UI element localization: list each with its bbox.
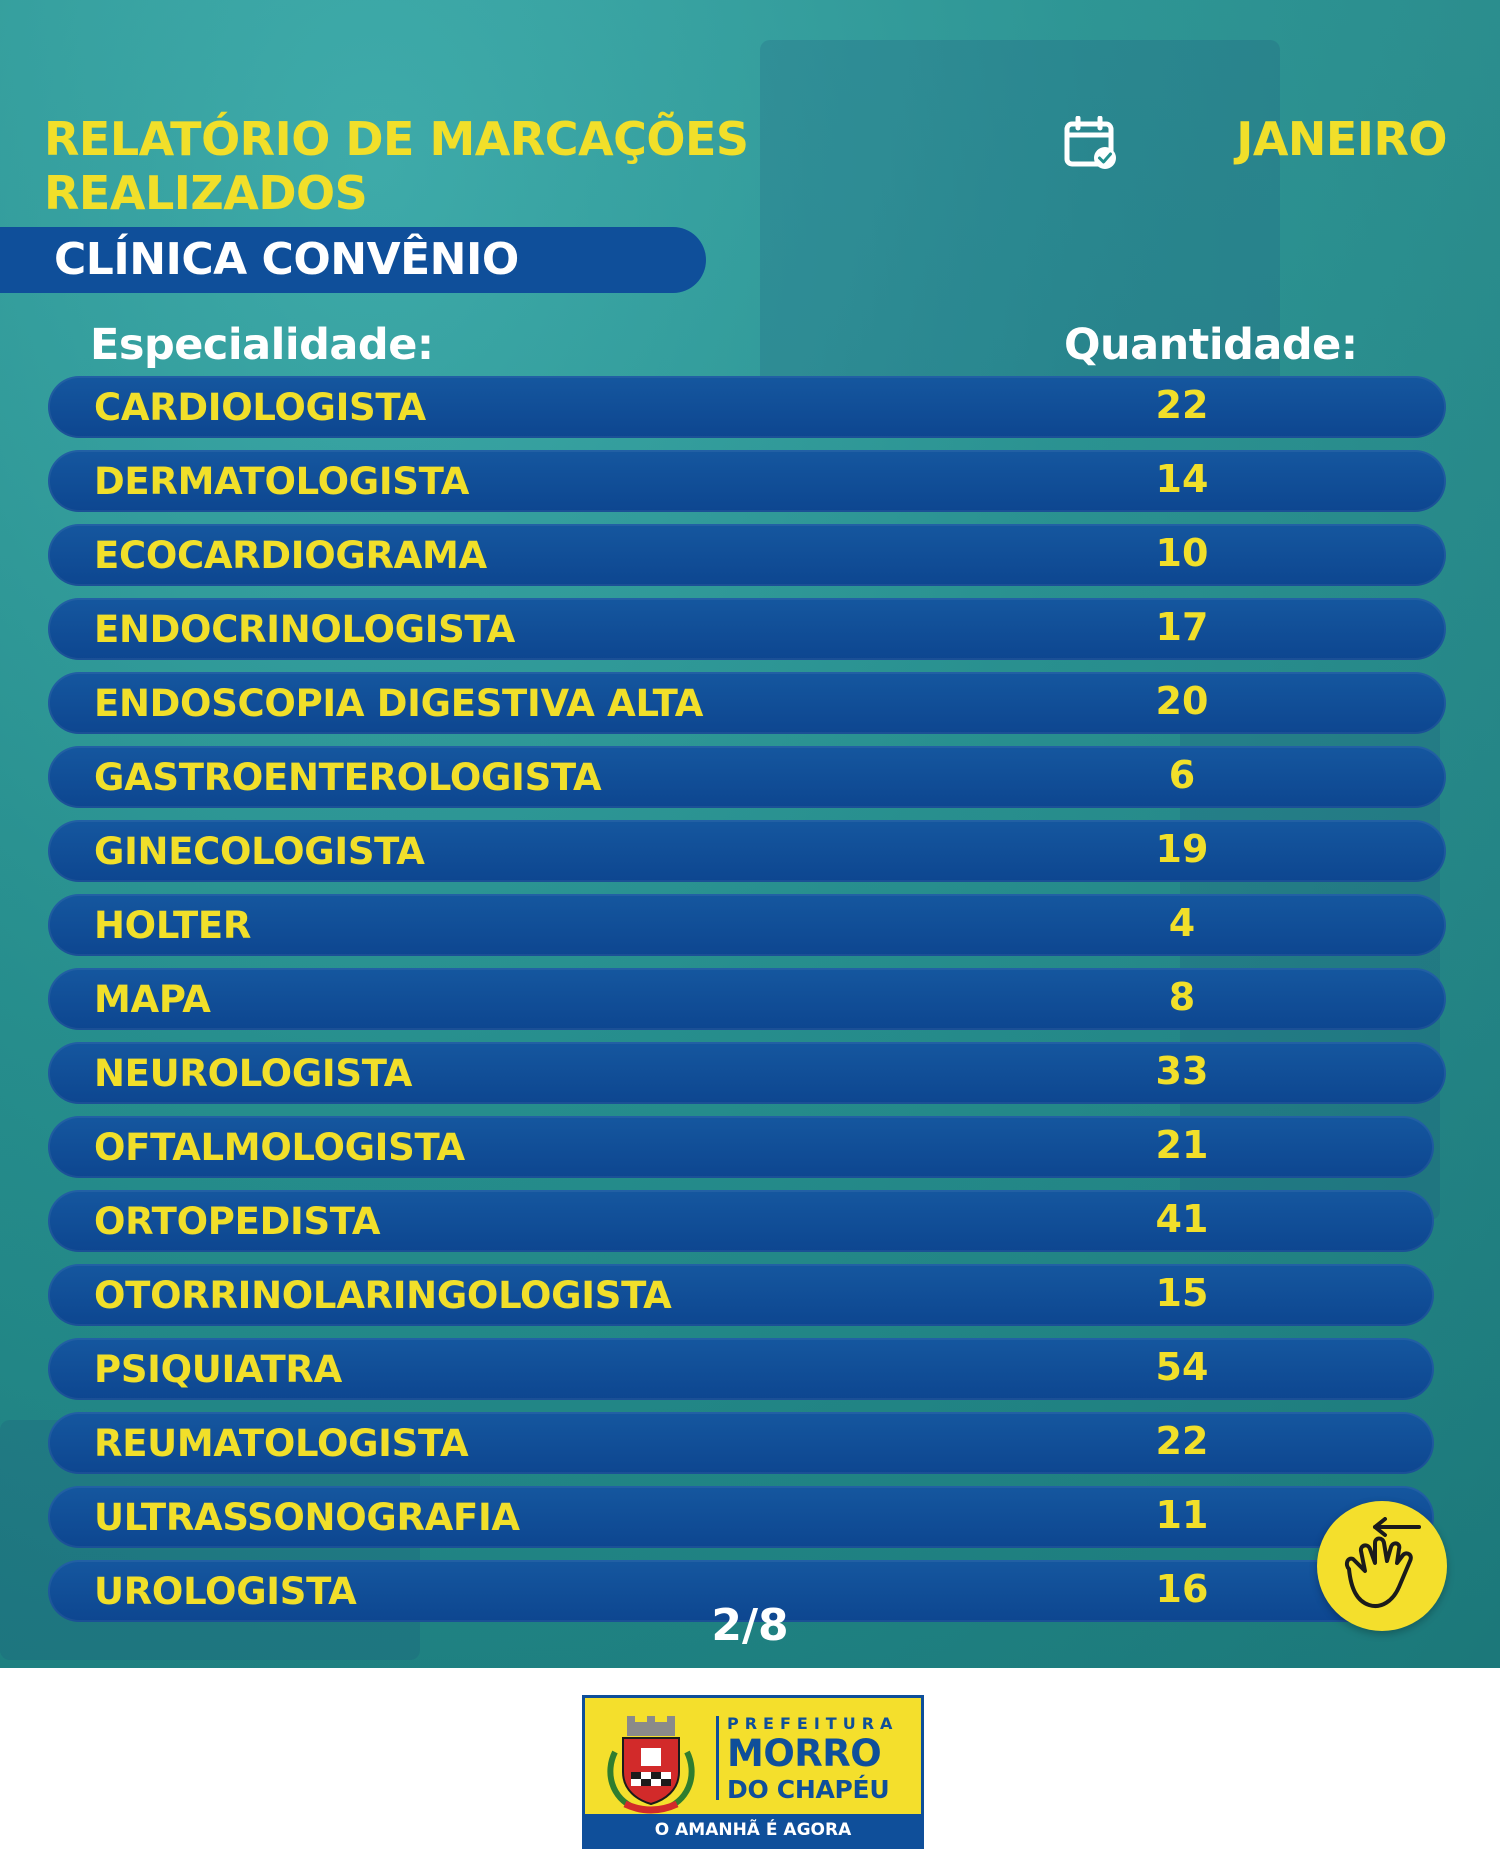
column-header-specialty: Especialidade: bbox=[90, 320, 434, 370]
specialty-quantity: 11 bbox=[1155, 1493, 1209, 1537]
specialty-name: UROLOGISTA bbox=[94, 1570, 357, 1613]
table-row: GINECOLOGISTA 19 bbox=[48, 820, 1446, 882]
logo-city-line2: DO CHAPÉU bbox=[727, 1775, 890, 1804]
specialty-name: GASTROENTEROLOGISTA bbox=[94, 756, 602, 799]
section-label: CLÍNICA CONVÊNIO bbox=[54, 234, 519, 285]
specialty-quantity: 33 bbox=[1155, 1049, 1209, 1093]
specialty-table: CARDIOLOGISTA 22 DERMATOLOGISTA 14 ECOCARDIO… bbox=[48, 376, 1446, 1622]
table-row: ULTRASSONOGRAFIA 11 bbox=[48, 1486, 1434, 1548]
specialty-quantity: 22 bbox=[1155, 1419, 1209, 1463]
specialty-quantity: 20 bbox=[1155, 679, 1209, 723]
municipal-crest-icon bbox=[607, 1716, 695, 1814]
logo-prefeitura: PREFEITURA bbox=[727, 1714, 899, 1733]
table-row: GASTROENTEROLOGISTA 6 bbox=[48, 746, 1446, 808]
specialty-name: CARDIOLOGISTA bbox=[94, 386, 426, 429]
page-indicator: 2/8 bbox=[711, 1600, 789, 1651]
specialty-name: OTORRINOLARINGOLOGISTA bbox=[94, 1274, 672, 1317]
specialty-quantity: 54 bbox=[1155, 1345, 1209, 1389]
table-row: REUMATOLOGISTA 22 bbox=[48, 1412, 1434, 1474]
specialty-name: NEUROLOGISTA bbox=[94, 1052, 413, 1095]
specialty-name: ULTRASSONOGRAFIA bbox=[94, 1496, 520, 1539]
specialty-quantity: 41 bbox=[1155, 1197, 1209, 1241]
report-title: RELATÓRIO DE MARCAÇÕES REALIZADOS bbox=[44, 112, 749, 220]
specialty-name: HOLTER bbox=[94, 904, 252, 947]
report-title-line2: REALIZADOS bbox=[44, 166, 368, 220]
specialty-quantity: 21 bbox=[1155, 1123, 1209, 1167]
swipe-hand-icon bbox=[1344, 1517, 1421, 1608]
column-header-quantity: Quantidade: bbox=[1064, 320, 1358, 370]
table-row: ORTOPEDISTA 41 bbox=[48, 1190, 1434, 1252]
specialty-quantity: 15 bbox=[1155, 1271, 1209, 1315]
specialty-quantity: 19 bbox=[1155, 827, 1209, 871]
section-banner: CLÍNICA CONVÊNIO bbox=[0, 227, 706, 293]
specialty-quantity: 8 bbox=[1168, 975, 1196, 1019]
specialty-name: GINECOLOGISTA bbox=[94, 830, 425, 873]
background-shape bbox=[760, 40, 1280, 400]
logo-divider bbox=[716, 1716, 719, 1800]
specialty-quantity: 16 bbox=[1155, 1567, 1209, 1611]
specialty-quantity: 4 bbox=[1168, 901, 1196, 945]
specialty-quantity: 10 bbox=[1155, 531, 1209, 575]
table-row: HOLTER 4 bbox=[48, 894, 1446, 956]
specialty-name: PSIQUIATRA bbox=[94, 1348, 342, 1391]
logo-tagline: O AMANHÃ É AGORA bbox=[654, 1820, 852, 1840]
specialty-quantity: 22 bbox=[1155, 383, 1209, 427]
report-poster: RELATÓRIO DE MARCAÇÕES REALIZADOS JANEIR… bbox=[0, 0, 1500, 1668]
calendar-check-icon bbox=[1064, 116, 1116, 169]
table-row: OTORRINOLARINGOLOGISTA 15 bbox=[48, 1264, 1434, 1326]
specialty-name: OFTALMOLOGISTA bbox=[94, 1126, 465, 1169]
table-row: MAPA 8 bbox=[48, 968, 1446, 1030]
prefeitura-logo: PREFEITURA MORRO DO CHAPÉU O AMANHÃ É AG… bbox=[582, 1695, 924, 1849]
table-row: OFTALMOLOGISTA 21 bbox=[48, 1116, 1434, 1178]
specialty-quantity: 14 bbox=[1155, 457, 1209, 501]
specialty-name: REUMATOLOGISTA bbox=[94, 1422, 469, 1465]
table-row: CARDIOLOGISTA 22 bbox=[48, 376, 1446, 438]
table-row: PSIQUIATRA 54 bbox=[48, 1338, 1434, 1400]
specialty-name: ENDOCRINOLOGISTA bbox=[94, 608, 515, 651]
month-label: JANEIRO bbox=[1236, 112, 1447, 166]
table-row: ENDOCRINOLOGISTA 17 bbox=[48, 598, 1446, 660]
specialty-name: DERMATOLOGISTA bbox=[94, 460, 470, 503]
table-row: UROLOGISTA 16 bbox=[48, 1560, 1434, 1622]
specialty-name: ORTOPEDISTA bbox=[94, 1200, 381, 1243]
table-row: DERMATOLOGISTA 14 bbox=[48, 450, 1446, 512]
specialty-quantity: 6 bbox=[1168, 753, 1196, 797]
table-row: NEUROLOGISTA 33 bbox=[48, 1042, 1446, 1104]
specialty-quantity: 17 bbox=[1155, 605, 1209, 649]
table-row: ECOCARDIOGRAMA 10 bbox=[48, 524, 1446, 586]
specialty-name: ECOCARDIOGRAMA bbox=[94, 534, 487, 577]
logo-city-line1: MORRO bbox=[727, 1732, 882, 1775]
swipe-next-button[interactable] bbox=[1317, 1501, 1447, 1631]
specialty-name: MAPA bbox=[94, 978, 211, 1021]
specialty-name: ENDOSCOPIA DIGESTIVA ALTA bbox=[94, 682, 704, 725]
report-title-line1: RELATÓRIO DE MARCAÇÕES bbox=[44, 112, 749, 166]
table-row: ENDOSCOPIA DIGESTIVA ALTA 20 bbox=[48, 672, 1446, 734]
logo-band: O AMANHÃ É AGORA bbox=[585, 1814, 921, 1846]
